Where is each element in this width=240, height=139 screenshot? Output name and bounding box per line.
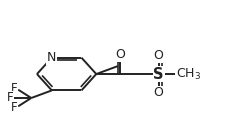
Text: F: F (11, 101, 17, 114)
Text: O: O (154, 49, 164, 62)
Text: S: S (153, 67, 164, 82)
Text: F: F (6, 91, 13, 105)
Text: O: O (154, 86, 164, 99)
Text: CH$_3$: CH$_3$ (176, 66, 201, 82)
Text: O: O (115, 48, 125, 61)
Text: F: F (11, 82, 17, 95)
Text: N: N (47, 51, 56, 64)
